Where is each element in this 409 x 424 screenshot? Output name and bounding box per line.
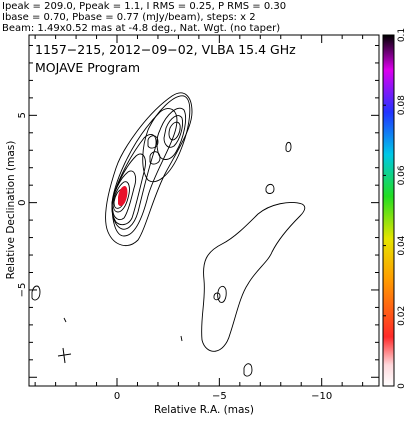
x-axis-label: Relative R.A. (mas) xyxy=(154,404,254,416)
contour-isolated-4 xyxy=(243,363,253,377)
contour-isolated-5 xyxy=(63,317,67,323)
contour-isolated-6 xyxy=(180,335,183,342)
y-tick-label: −5 xyxy=(17,283,28,298)
plot-frame xyxy=(28,34,380,387)
contour-knot-outer xyxy=(142,95,191,182)
header-line-1: Ipeak = 209.0, Ppeak = 1.1, I RMS = 0.25… xyxy=(2,1,286,12)
contour-level-5 xyxy=(111,170,137,221)
x-tick-label: −5 xyxy=(212,391,227,402)
header-line-3: Beam: 1.49x0.52 mas at -4.8 deg., Nat. W… xyxy=(2,23,280,34)
contour-blob-2 xyxy=(149,151,161,165)
colorbar-tick-label: 0 xyxy=(397,383,407,389)
contour-knot-3 xyxy=(163,115,183,148)
x-tick-label: 0 xyxy=(114,391,120,402)
contour-sw-diffuse xyxy=(201,202,306,352)
contour-knot-4 xyxy=(168,121,181,141)
x-tick-label: −10 xyxy=(311,391,332,402)
colorbar-tick-label: 0.08 xyxy=(397,95,407,115)
contour-sw-knot xyxy=(217,285,227,303)
colorbar-tick-label: 0.02 xyxy=(397,306,407,326)
header-line-2: Ibase = 0.70, Pbase = 0.77 (mJy/beam), s… xyxy=(2,12,256,23)
y-tick-label: 0 xyxy=(17,199,28,205)
contour-level-6 xyxy=(112,181,130,213)
contour-knot-2 xyxy=(156,107,187,160)
polarization-patch xyxy=(118,186,128,207)
chart-title: 1157−215, 2012−09−02, VLBA 15.4 GHz xyxy=(35,42,296,57)
contour-outer-core xyxy=(105,92,193,247)
contour-level-4 xyxy=(111,153,146,226)
contour-lines xyxy=(31,92,306,377)
colorbar-tick-label: 0.06 xyxy=(397,165,407,185)
contour-isolated-2 xyxy=(265,183,275,194)
colorbar-tick-label: 0.04 xyxy=(397,235,407,255)
axis-ticks xyxy=(29,35,379,386)
contour-isolated-1 xyxy=(285,141,292,153)
beam-ellipse xyxy=(57,347,72,364)
colorbar-tick-label: 0.1 xyxy=(397,28,407,42)
contour-sw-blob xyxy=(213,292,221,301)
contour-level-2 xyxy=(111,108,178,237)
chart-subtitle: MOJAVE Program xyxy=(35,60,140,75)
y-tick-label: 5 xyxy=(17,112,28,118)
contour-level-3 xyxy=(111,134,157,230)
colorbar xyxy=(382,34,395,387)
colorbar-tick-labels: 0 0.02 0.04 0.06 0.08 0.1 xyxy=(383,28,407,389)
contour-isolated-3 xyxy=(31,285,41,301)
contour-blob-1 xyxy=(147,135,159,149)
y-axis-label: Relative Declination (mas) xyxy=(5,141,17,280)
axis-tick-labels: 0 −5 −10 5 0 −5 xyxy=(17,112,332,402)
